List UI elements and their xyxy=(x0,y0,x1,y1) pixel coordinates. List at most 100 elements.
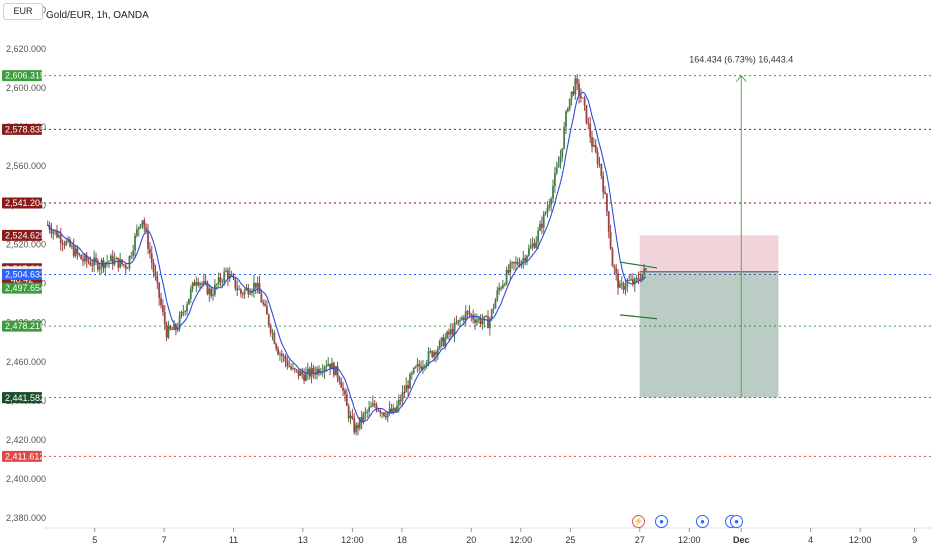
candle-body xyxy=(635,278,638,279)
candle-body xyxy=(199,283,201,286)
candle-body xyxy=(225,270,227,272)
candle-body xyxy=(197,282,200,286)
candle-body xyxy=(609,231,612,249)
lightning-icon[interactable]: ⚡ xyxy=(632,515,645,528)
candle-body xyxy=(362,413,365,422)
measure-label: 164.434 (6.73%) 16,443.4 xyxy=(689,55,793,65)
candle-body xyxy=(193,282,196,286)
candle-body xyxy=(472,315,475,320)
candle-body xyxy=(384,415,387,418)
candle-body xyxy=(141,220,144,225)
flag-icon[interactable]: ● xyxy=(696,515,709,528)
candle-body xyxy=(587,123,590,124)
candle-body xyxy=(533,243,536,248)
candle-body xyxy=(228,274,231,279)
candle-body xyxy=(301,371,304,375)
candle-body xyxy=(585,104,588,124)
candle-body xyxy=(143,220,146,228)
y-tick-label: 2,600.000 xyxy=(6,83,46,93)
x-tick-label: Dec xyxy=(733,535,750,545)
candle-body xyxy=(303,374,305,381)
candle-body xyxy=(594,145,597,152)
candle-body xyxy=(401,392,404,401)
candle-body xyxy=(422,366,424,369)
candle-body xyxy=(182,311,185,313)
candle-body xyxy=(626,280,629,287)
candle-body xyxy=(468,311,471,315)
candle-body xyxy=(455,322,458,324)
price-badge-label: 2,524.629 xyxy=(5,230,45,240)
candle-body xyxy=(605,194,608,212)
candle-body xyxy=(604,192,606,195)
candle-body xyxy=(234,278,237,289)
candle-body xyxy=(466,311,469,313)
candle-body xyxy=(360,417,363,422)
candle-body xyxy=(552,186,554,199)
candle-body xyxy=(329,363,331,370)
y-tick-label: 2,620.000 xyxy=(6,44,46,54)
x-tick-label: 5 xyxy=(92,535,97,545)
candle-body xyxy=(280,353,283,356)
candle-body xyxy=(334,366,337,376)
candle-body xyxy=(119,259,122,268)
x-tick-label: 27 xyxy=(635,535,645,545)
candle-body xyxy=(440,337,443,342)
candle-body xyxy=(264,304,266,306)
price-badge-label: 2,441.582 xyxy=(5,393,45,403)
candle-body xyxy=(152,262,155,272)
price-badge-label: 2,504.633 xyxy=(5,269,45,279)
candle-body xyxy=(128,256,131,269)
candle-body xyxy=(397,399,400,406)
candle-body xyxy=(253,282,255,291)
candle-body xyxy=(72,245,75,256)
candle-body xyxy=(451,329,454,335)
candle-body xyxy=(124,264,127,269)
candle-body xyxy=(69,239,71,247)
candle-body xyxy=(423,365,426,367)
candle-body xyxy=(85,255,88,262)
candle-body xyxy=(310,367,313,377)
price-badge xyxy=(2,197,42,209)
candle-body xyxy=(557,163,560,168)
candle-body xyxy=(592,145,595,147)
candle-body xyxy=(500,287,502,289)
candle-body xyxy=(139,224,142,228)
y-tick-label: 2,420.000 xyxy=(6,435,46,445)
y-tick-label: 2,460.000 xyxy=(6,357,46,367)
candle-body xyxy=(527,248,530,256)
candle-body xyxy=(227,270,229,279)
candle-body xyxy=(288,366,291,368)
x-tick-label: 18 xyxy=(397,535,407,545)
candle-body xyxy=(306,368,309,373)
candle-body xyxy=(470,314,473,316)
candle-body xyxy=(405,385,408,393)
candle-body xyxy=(596,151,599,164)
flag-icon[interactable]: ● xyxy=(730,515,743,528)
flag-icon[interactable]: ● xyxy=(655,515,668,528)
candle-body xyxy=(544,212,547,214)
candle-body xyxy=(431,351,434,358)
x-tick-label: 11 xyxy=(229,535,238,545)
candle-body xyxy=(509,263,512,273)
candle-body xyxy=(540,223,543,228)
x-tick-label: 12:00 xyxy=(849,535,872,545)
candle-body xyxy=(475,320,478,323)
candle-body xyxy=(165,324,168,338)
x-tick-label: 9 xyxy=(912,535,917,545)
candle-body xyxy=(340,381,343,388)
candle-body xyxy=(65,241,68,246)
candle-body xyxy=(117,257,120,268)
candle-body xyxy=(318,368,320,374)
candle-body xyxy=(148,248,151,254)
currency-button[interactable]: EUR xyxy=(3,3,43,20)
candle-body xyxy=(364,411,367,414)
stop-loss-zone xyxy=(639,235,779,272)
candle-body xyxy=(474,319,476,323)
candle-body xyxy=(442,337,445,347)
candle-body xyxy=(383,412,385,416)
candle-body xyxy=(591,137,593,147)
candle-body xyxy=(57,235,60,238)
candle-body xyxy=(607,211,610,232)
candle-body xyxy=(223,271,226,282)
